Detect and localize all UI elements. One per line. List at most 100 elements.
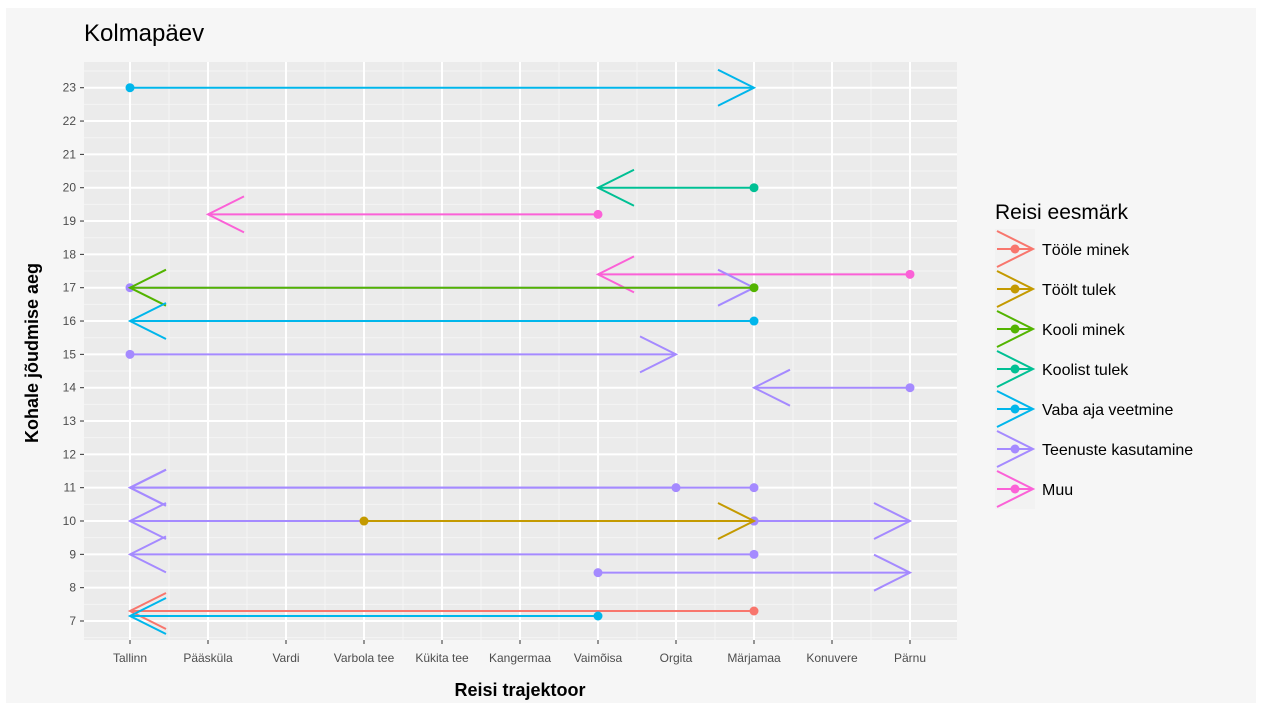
trip-origin-point (905, 383, 915, 393)
legend-key-point (1010, 364, 1020, 374)
legend-entry: Kooli minek (995, 309, 1126, 349)
trip-origin-point (593, 611, 603, 621)
trip-origin-point (671, 483, 681, 493)
y-tick-label: 12 (63, 447, 77, 461)
trip-arrowhead (127, 302, 167, 340)
legend-entry: Muu (995, 469, 1073, 509)
legend-label: Töölt tulek (1042, 282, 1117, 299)
y-tick-label: 16 (63, 314, 77, 328)
trip (751, 368, 915, 407)
y-tick-label: 11 (64, 481, 77, 495)
y-tick-label: 17 (63, 281, 77, 295)
trip-arrowhead (127, 597, 167, 635)
trip (127, 302, 759, 340)
x-tick-label: Varbola tee (334, 651, 395, 665)
y-tick-label: 7 (69, 614, 76, 628)
trip (359, 502, 757, 540)
legend-key-arrow (996, 230, 1036, 268)
legend-key-point (1010, 324, 1020, 334)
x-tick-label: Tallinn (113, 651, 147, 665)
trip-origin-point (359, 516, 369, 526)
chart-title: Kolmapäev (84, 20, 204, 47)
legend-label: Kooli minek (1042, 322, 1126, 339)
legend-entry: Koolist tulek (995, 349, 1129, 389)
trip-origin-point (593, 568, 603, 578)
y-tick-label: 13 (63, 414, 77, 428)
trip-arrowhead (127, 468, 167, 507)
trip-origin-point (749, 283, 759, 293)
trip-origin-point (125, 83, 135, 93)
legend-entry: Töölt tulek (995, 269, 1117, 309)
y-tick-label: 18 (63, 247, 77, 261)
trip-arrowhead (127, 502, 167, 540)
trip-origin-point (749, 183, 759, 193)
trip (127, 597, 603, 635)
legend-key-arrow (996, 270, 1036, 308)
legend-label: Teenuste kasutamine (1042, 442, 1193, 459)
legend-entry: Tööle minek (995, 229, 1130, 269)
x-tick-label: Pärnu (894, 651, 926, 665)
y-tick-label: 9 (69, 547, 76, 561)
y-tick-label: 23 (63, 81, 77, 95)
y-tick-label: 21 (63, 147, 77, 161)
x-tick-label: Kükita tee (415, 651, 469, 665)
trip-arrowhead (751, 368, 791, 407)
legend-key-arrow (996, 310, 1036, 348)
trip-arrowhead (127, 535, 167, 574)
legend-key-point (1010, 444, 1020, 454)
trip-arrowhead (873, 502, 913, 540)
legend-key-point (1010, 404, 1020, 414)
legend-title: Reisi eesmärk (995, 201, 1129, 224)
trip-arrowhead (595, 255, 635, 294)
y-axis-ticks: 7 8 9 10 11 12 13 14 15 16 17 18 19 20 21 22 23 (63, 81, 84, 628)
trip-series (125, 68, 915, 635)
x-tick-label: Vaimõisa (574, 651, 623, 665)
trip (205, 195, 603, 234)
y-tick-label: 14 (63, 381, 77, 395)
trip-arrowhead (639, 335, 679, 374)
trip-origin-point (749, 549, 759, 559)
x-tick-label: Orgita (660, 651, 693, 665)
trip-arrowhead (717, 502, 757, 540)
trip (595, 168, 759, 207)
plot-panel (84, 62, 957, 640)
x-axis-ticks: Tallinn Pääsküla Vardi Varbola tee Kükita te… (113, 640, 926, 665)
y-tick-label: 20 (63, 181, 77, 195)
trip (127, 592, 759, 630)
y-tick-label: 22 (63, 114, 77, 128)
trip-arrowhead (717, 68, 757, 107)
trip-arrowhead (205, 195, 245, 234)
trip (127, 268, 759, 307)
legend-key-arrow (996, 390, 1036, 428)
legend-entry: Teenuste kasutamine (995, 429, 1193, 469)
legend-key-point (1010, 284, 1020, 294)
trip-arrowhead (127, 592, 167, 630)
legend: Reisi eesmärk Tööle minek Töölt tulek Kool… (995, 201, 1193, 509)
trip-origin-point (749, 606, 759, 616)
trip (593, 553, 913, 592)
legend-label: Vaba aja veetmine (1042, 402, 1173, 419)
legend-entry: Vaba aja veetmine (995, 389, 1173, 429)
trip-arrowhead (873, 553, 913, 592)
x-tick-label: Vardi (272, 651, 299, 665)
y-tick-label: 19 (63, 214, 77, 228)
legend-label: Muu (1042, 482, 1073, 499)
trip (127, 535, 759, 574)
trip-origin-point (125, 349, 135, 359)
y-axis-title: Kohale jõudmise aeg (22, 263, 42, 443)
legend-key-point (1010, 244, 1020, 254)
trip-origin-point (749, 316, 759, 326)
x-tick-label: Pääsküla (183, 651, 233, 665)
y-tick-label: 10 (63, 514, 77, 528)
legend-key-arrow (996, 430, 1036, 468)
x-tick-label: Märjamaa (727, 651, 781, 665)
trip-origin-point (905, 269, 915, 279)
x-axis-title: Reisi trajektoor (454, 680, 585, 700)
trip-arrowhead (595, 168, 635, 207)
trip (127, 468, 681, 507)
trip (595, 255, 915, 294)
y-tick-label: 8 (69, 581, 76, 595)
legend-key-arrow (996, 350, 1036, 388)
